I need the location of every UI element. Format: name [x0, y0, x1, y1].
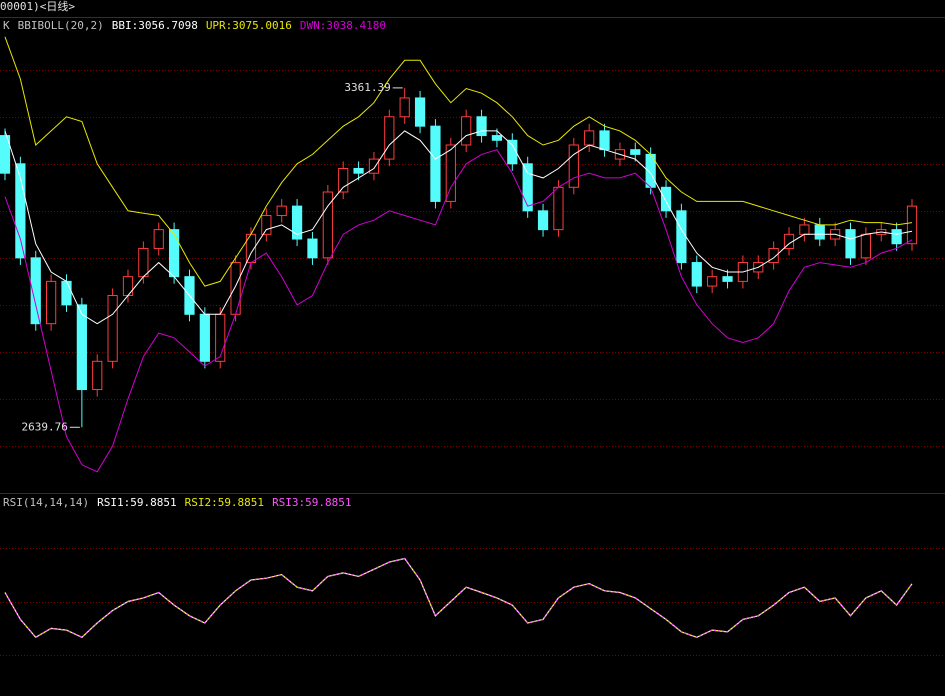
candle-body: [384, 116, 395, 160]
legend-entry: RSI3:59.8851: [272, 496, 351, 509]
candle-body: [92, 360, 103, 391]
legend-entry: BBI:3056.7098: [112, 19, 198, 32]
candle-body: [860, 233, 871, 259]
band-line: [4, 130, 913, 325]
candle-body: [168, 229, 180, 278]
candle-body: [507, 139, 518, 165]
candle-body: [276, 205, 287, 217]
candle-body: [768, 247, 779, 264]
candle-body: [291, 205, 303, 240]
candle-body: [491, 135, 503, 141]
candle-body: [537, 210, 549, 231]
candle-body: [891, 229, 902, 245]
candle-body: [814, 224, 825, 240]
candle-body: [707, 276, 718, 287]
candle-body: [122, 276, 134, 296]
candle-body: [199, 313, 210, 362]
rsi-line: [4, 557, 913, 639]
low-annotation: 2639.76: [22, 420, 68, 433]
candle-body: [799, 224, 810, 235]
high-annotation: 3361.39: [344, 81, 390, 94]
indicator-name: BBIBOLL(20,2): [18, 19, 104, 32]
rsi-line: [4, 557, 913, 639]
candle-body: [599, 130, 610, 151]
candle-body: [30, 257, 41, 325]
candle-body: [353, 167, 364, 174]
legend-entry: DWN:3038.4180: [300, 19, 386, 32]
band-line: [4, 36, 913, 287]
candle-body: [584, 130, 595, 146]
candle-body: [430, 125, 441, 202]
candle-body: [368, 158, 380, 174]
candle-body: [153, 229, 164, 249]
candle-body: [522, 163, 533, 212]
candle-body: [46, 280, 57, 325]
candle-body: [845, 229, 856, 259]
legend-entry: RSI1:59.8851: [97, 496, 176, 509]
band-line: [4, 149, 913, 473]
candle-body: [722, 276, 733, 282]
candle-body: [414, 97, 426, 127]
candle-body: [0, 135, 11, 174]
candle-body: [553, 186, 564, 231]
legend-entry: UPR:3075.0016: [206, 19, 292, 32]
candle-body: [230, 262, 241, 315]
indicator-label: K: [3, 19, 10, 32]
candle-body: [476, 116, 487, 137]
candle-body: [338, 167, 349, 193]
candle-body: [107, 294, 118, 362]
candle-body: [399, 97, 410, 118]
chart-title: 00001)<日线>: [0, 0, 75, 13]
candle-body: [307, 238, 318, 259]
candle-body: [630, 149, 641, 155]
candle-body: [691, 262, 702, 287]
candle-body: [138, 247, 149, 278]
legend-entry: RSI2:59.8851: [185, 496, 264, 509]
candle-body: [215, 313, 226, 362]
candle-body: [676, 210, 687, 264]
candle-body: [76, 304, 87, 391]
candle-body: [568, 144, 579, 188]
candle-body: [322, 191, 333, 259]
candle-body: [906, 205, 918, 245]
candle-body: [261, 215, 272, 235]
candle-body: [15, 163, 26, 259]
candle-body: [61, 280, 72, 306]
indicator-name: RSI(14,14,14): [3, 496, 89, 509]
candle-body: [660, 186, 672, 212]
candle-body: [461, 116, 472, 146]
candle-body: [445, 144, 456, 202]
